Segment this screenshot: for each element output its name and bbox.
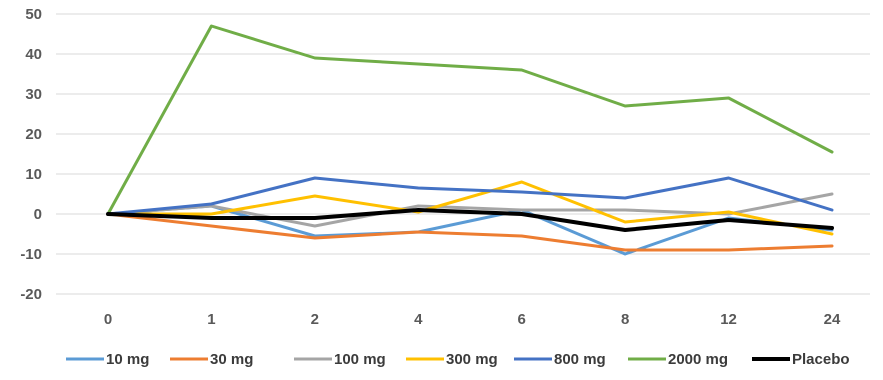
x-tick-label: 8	[621, 311, 629, 328]
y-tick-label: 20	[25, 126, 42, 143]
x-tick-label: 2	[311, 311, 319, 328]
x-tick-label: 6	[518, 311, 526, 328]
y-tick-label: 0	[34, 206, 42, 223]
legend-label: 2000 mg	[668, 351, 728, 368]
legend-label: 30 mg	[210, 351, 253, 368]
legend-label: 10 mg	[106, 351, 149, 368]
y-tick-label: 40	[25, 46, 42, 63]
y-tick-label: 10	[25, 166, 42, 183]
y-tick-label: -20	[20, 286, 42, 303]
legend-label: Placebo	[792, 351, 850, 368]
y-tick-label: 30	[25, 86, 42, 103]
x-tick-label: 0	[104, 311, 112, 328]
y-tick-label: 50	[25, 6, 42, 23]
series-lines	[108, 26, 832, 254]
legend: 10 mg 30 mg 100 mg 300 mg 800 mg 2000 mg Place…	[66, 351, 850, 368]
x-tick-label: 12	[720, 311, 737, 328]
x-tick-label: 24	[824, 311, 841, 328]
y-tick-label: -10	[20, 246, 42, 263]
x-tick-label: 4	[414, 311, 423, 328]
legend-label: 100 mg	[334, 351, 386, 368]
legend-label: 300 mg	[446, 351, 498, 368]
grid	[56, 14, 870, 294]
x-tick-label: 1	[207, 311, 215, 328]
legend-label: 800 mg	[554, 351, 606, 368]
